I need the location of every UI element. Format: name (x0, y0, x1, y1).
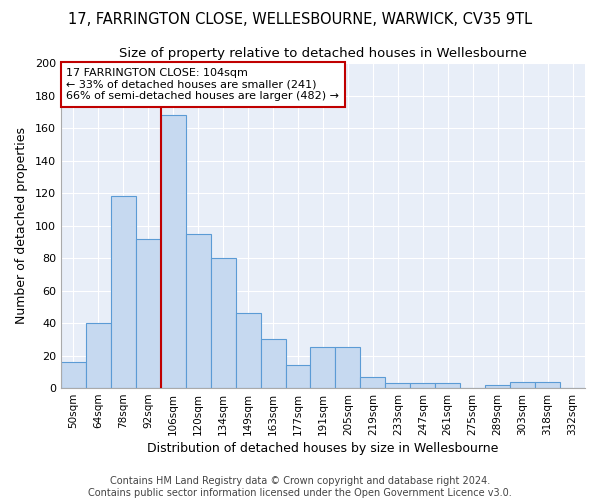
Bar (161, 115, 186, 388)
Bar (260, 340, 286, 388)
Bar (86, 323, 111, 388)
Bar (361, 376, 385, 388)
Text: 17 FARRINGTON CLOSE: 104sqm
← 33% of detached houses are smaller (241)
66% of se: 17 FARRINGTON CLOSE: 104sqm ← 33% of det… (66, 68, 339, 101)
Bar (385, 383, 410, 388)
Bar (510, 382, 535, 388)
Bar (236, 314, 260, 388)
Bar (111, 196, 136, 388)
Bar (61, 362, 86, 388)
Bar (310, 348, 335, 388)
Bar (485, 385, 510, 388)
Bar (335, 348, 361, 388)
Title: Size of property relative to detached houses in Wellesbourne: Size of property relative to detached ho… (119, 48, 527, 60)
Bar (435, 383, 460, 388)
Bar (410, 383, 435, 388)
X-axis label: Distribution of detached houses by size in Wellesbourne: Distribution of detached houses by size … (147, 442, 499, 455)
Bar (535, 382, 560, 388)
Bar (136, 238, 161, 388)
Text: 17, FARRINGTON CLOSE, WELLESBOURNE, WARWICK, CV35 9TL: 17, FARRINGTON CLOSE, WELLESBOURNE, WARW… (68, 12, 532, 28)
Bar (286, 366, 310, 388)
Y-axis label: Number of detached properties: Number of detached properties (15, 127, 28, 324)
Bar (186, 234, 211, 388)
Text: Contains HM Land Registry data © Crown copyright and database right 2024.
Contai: Contains HM Land Registry data © Crown c… (88, 476, 512, 498)
Bar (211, 258, 236, 388)
